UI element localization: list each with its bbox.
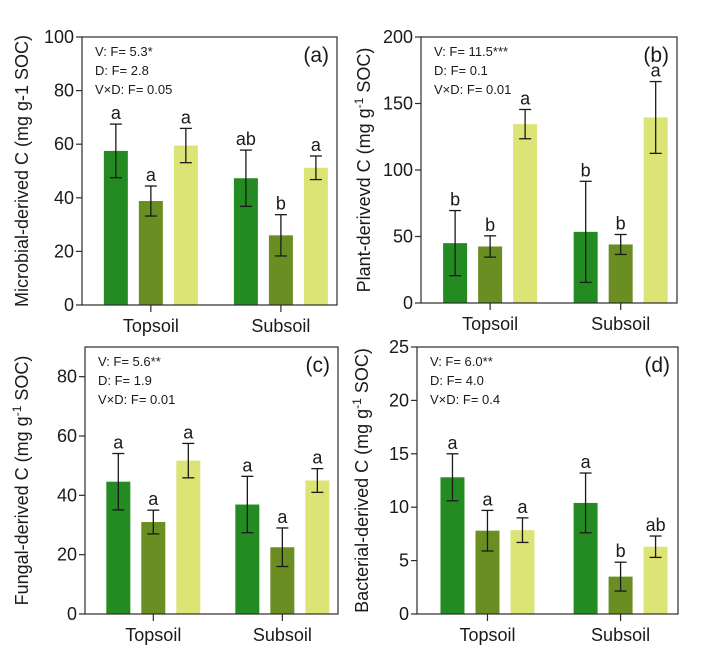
bar	[305, 480, 330, 614]
panel-label: (d)	[644, 354, 670, 377]
significance-letter: b	[450, 190, 460, 210]
y-tick-label: 80	[54, 81, 74, 101]
plot-frame	[416, 346, 679, 615]
y-tick-label: 60	[54, 134, 74, 154]
bar	[513, 124, 538, 304]
x-tick-label: Topsoil	[462, 314, 518, 334]
y-tick-label: 20	[54, 241, 74, 261]
significance-letter: ab	[646, 515, 666, 535]
significance-letter: a	[148, 489, 159, 509]
anova-stat: V: F= 5.6**	[98, 354, 161, 369]
significance-letter: a	[242, 455, 253, 475]
bar	[176, 460, 201, 614]
y-tick-label: 40	[54, 188, 74, 208]
significance-letter: ab	[236, 129, 256, 149]
significance-letter: a	[277, 507, 288, 527]
y-tick-label: 60	[57, 426, 77, 446]
y-tick-label: 40	[57, 485, 77, 505]
y-tick-label: 5	[399, 551, 409, 571]
y-tick-label: 20	[389, 390, 409, 410]
significance-letter: a	[651, 61, 662, 81]
significance-letter: a	[113, 433, 124, 453]
chart-panel-c: a a a Topsoil a a a Subsoil 0 20 40 60 80 Fungal-deri…	[10, 346, 339, 645]
bar	[303, 167, 328, 305]
anova-stat: V×D: F= 0.4	[430, 392, 500, 407]
panel-label: (c)	[306, 354, 331, 377]
significance-letter: b	[276, 194, 286, 214]
significance-letter: a	[447, 433, 458, 453]
chart-panel-d: aa aTopsoilababSubsoil0510152025Bacterial…	[350, 337, 679, 645]
significance-letter: b	[485, 215, 495, 235]
anova-stat: D: F= 2.8	[95, 63, 149, 78]
y-tick-label: 0	[403, 293, 413, 313]
y-tick-label: 0	[64, 295, 74, 315]
anova-stat: V: F= 5.3*	[95, 44, 153, 59]
x-tick-label: Topsoil	[125, 625, 181, 645]
significance-letter: a	[520, 88, 531, 108]
y-tick-label: 100	[383, 160, 413, 180]
y-tick-label: 50	[393, 227, 413, 247]
x-tick-label: Topsoil	[123, 316, 179, 336]
significance-letter: a	[581, 452, 592, 472]
y-tick-label: 150	[383, 94, 413, 114]
y-tick-label: 10	[389, 497, 409, 517]
x-tick-label: Subsoil	[591, 314, 650, 334]
significance-letter: a	[517, 497, 528, 517]
x-tick-label: Subsoil	[251, 316, 310, 336]
significance-letter: b	[616, 541, 626, 561]
x-tick-label: Topsoil	[459, 625, 515, 645]
y-tick-label: 0	[399, 604, 409, 624]
significance-letter: a	[183, 422, 194, 442]
y-tick-label: 200	[383, 27, 413, 47]
bar	[510, 530, 535, 614]
y-tick-label: 20	[57, 545, 77, 565]
anova-stat: V: F= 11.5***	[434, 44, 508, 59]
y-axis-label: Plant-derivevd C (mg g-1 SOC)	[352, 48, 374, 293]
y-tick-label: 100	[44, 27, 74, 47]
y-tick-label: 0	[67, 604, 77, 624]
anova-stat: V×D: F= 0.01	[434, 82, 511, 97]
y-axis-label: Microbial-derived C (mg g-1 SOC)	[12, 35, 32, 307]
y-tick-label: 25	[389, 337, 409, 357]
anova-stat: V×D: F= 0.05	[95, 82, 172, 97]
significance-letter: b	[581, 160, 591, 180]
x-tick-label: Subsoil	[591, 625, 650, 645]
y-tick-label: 80	[57, 367, 77, 387]
significance-letter: b	[616, 214, 626, 234]
anova-stat: D: F= 4.0	[430, 373, 484, 388]
anova-stat: V: F= 6.0**	[430, 354, 493, 369]
significance-letter: a	[111, 103, 122, 123]
significance-letter: a	[181, 107, 192, 127]
panel-label: (a)	[303, 44, 329, 67]
significance-letter: a	[146, 165, 157, 185]
chart-panel-a: a a a Topsoil ab b a Subsoil 0 20 40 60 80 100 Microbi…	[12, 27, 338, 336]
bar	[138, 201, 163, 305]
plot-frame	[81, 36, 338, 306]
y-tick-label: 15	[389, 444, 409, 464]
panel-label: (b)	[643, 44, 669, 67]
bar	[141, 522, 166, 614]
bar	[173, 145, 198, 305]
significance-letter: a	[482, 489, 493, 509]
significance-letter: a	[311, 135, 322, 155]
anova-stat: V×D: F= 0.01	[98, 392, 175, 407]
y-axis-label: Bacterial-derived C (mg g-1 SOC)	[350, 348, 372, 613]
y-axis-label: Fungal-derived C (mg g-1 SOC)	[10, 356, 32, 606]
anova-stat: D: F= 1.9	[98, 373, 152, 388]
anova-stat: D: F= 0.1	[434, 63, 488, 78]
plot-frame	[84, 346, 339, 615]
chart-panel-b: b b a Topsoil b b a Subsoil 0 50 100 150 200 Plant-de…	[352, 27, 678, 334]
significance-letter: a	[312, 448, 323, 468]
x-tick-label: Subsoil	[253, 625, 312, 645]
